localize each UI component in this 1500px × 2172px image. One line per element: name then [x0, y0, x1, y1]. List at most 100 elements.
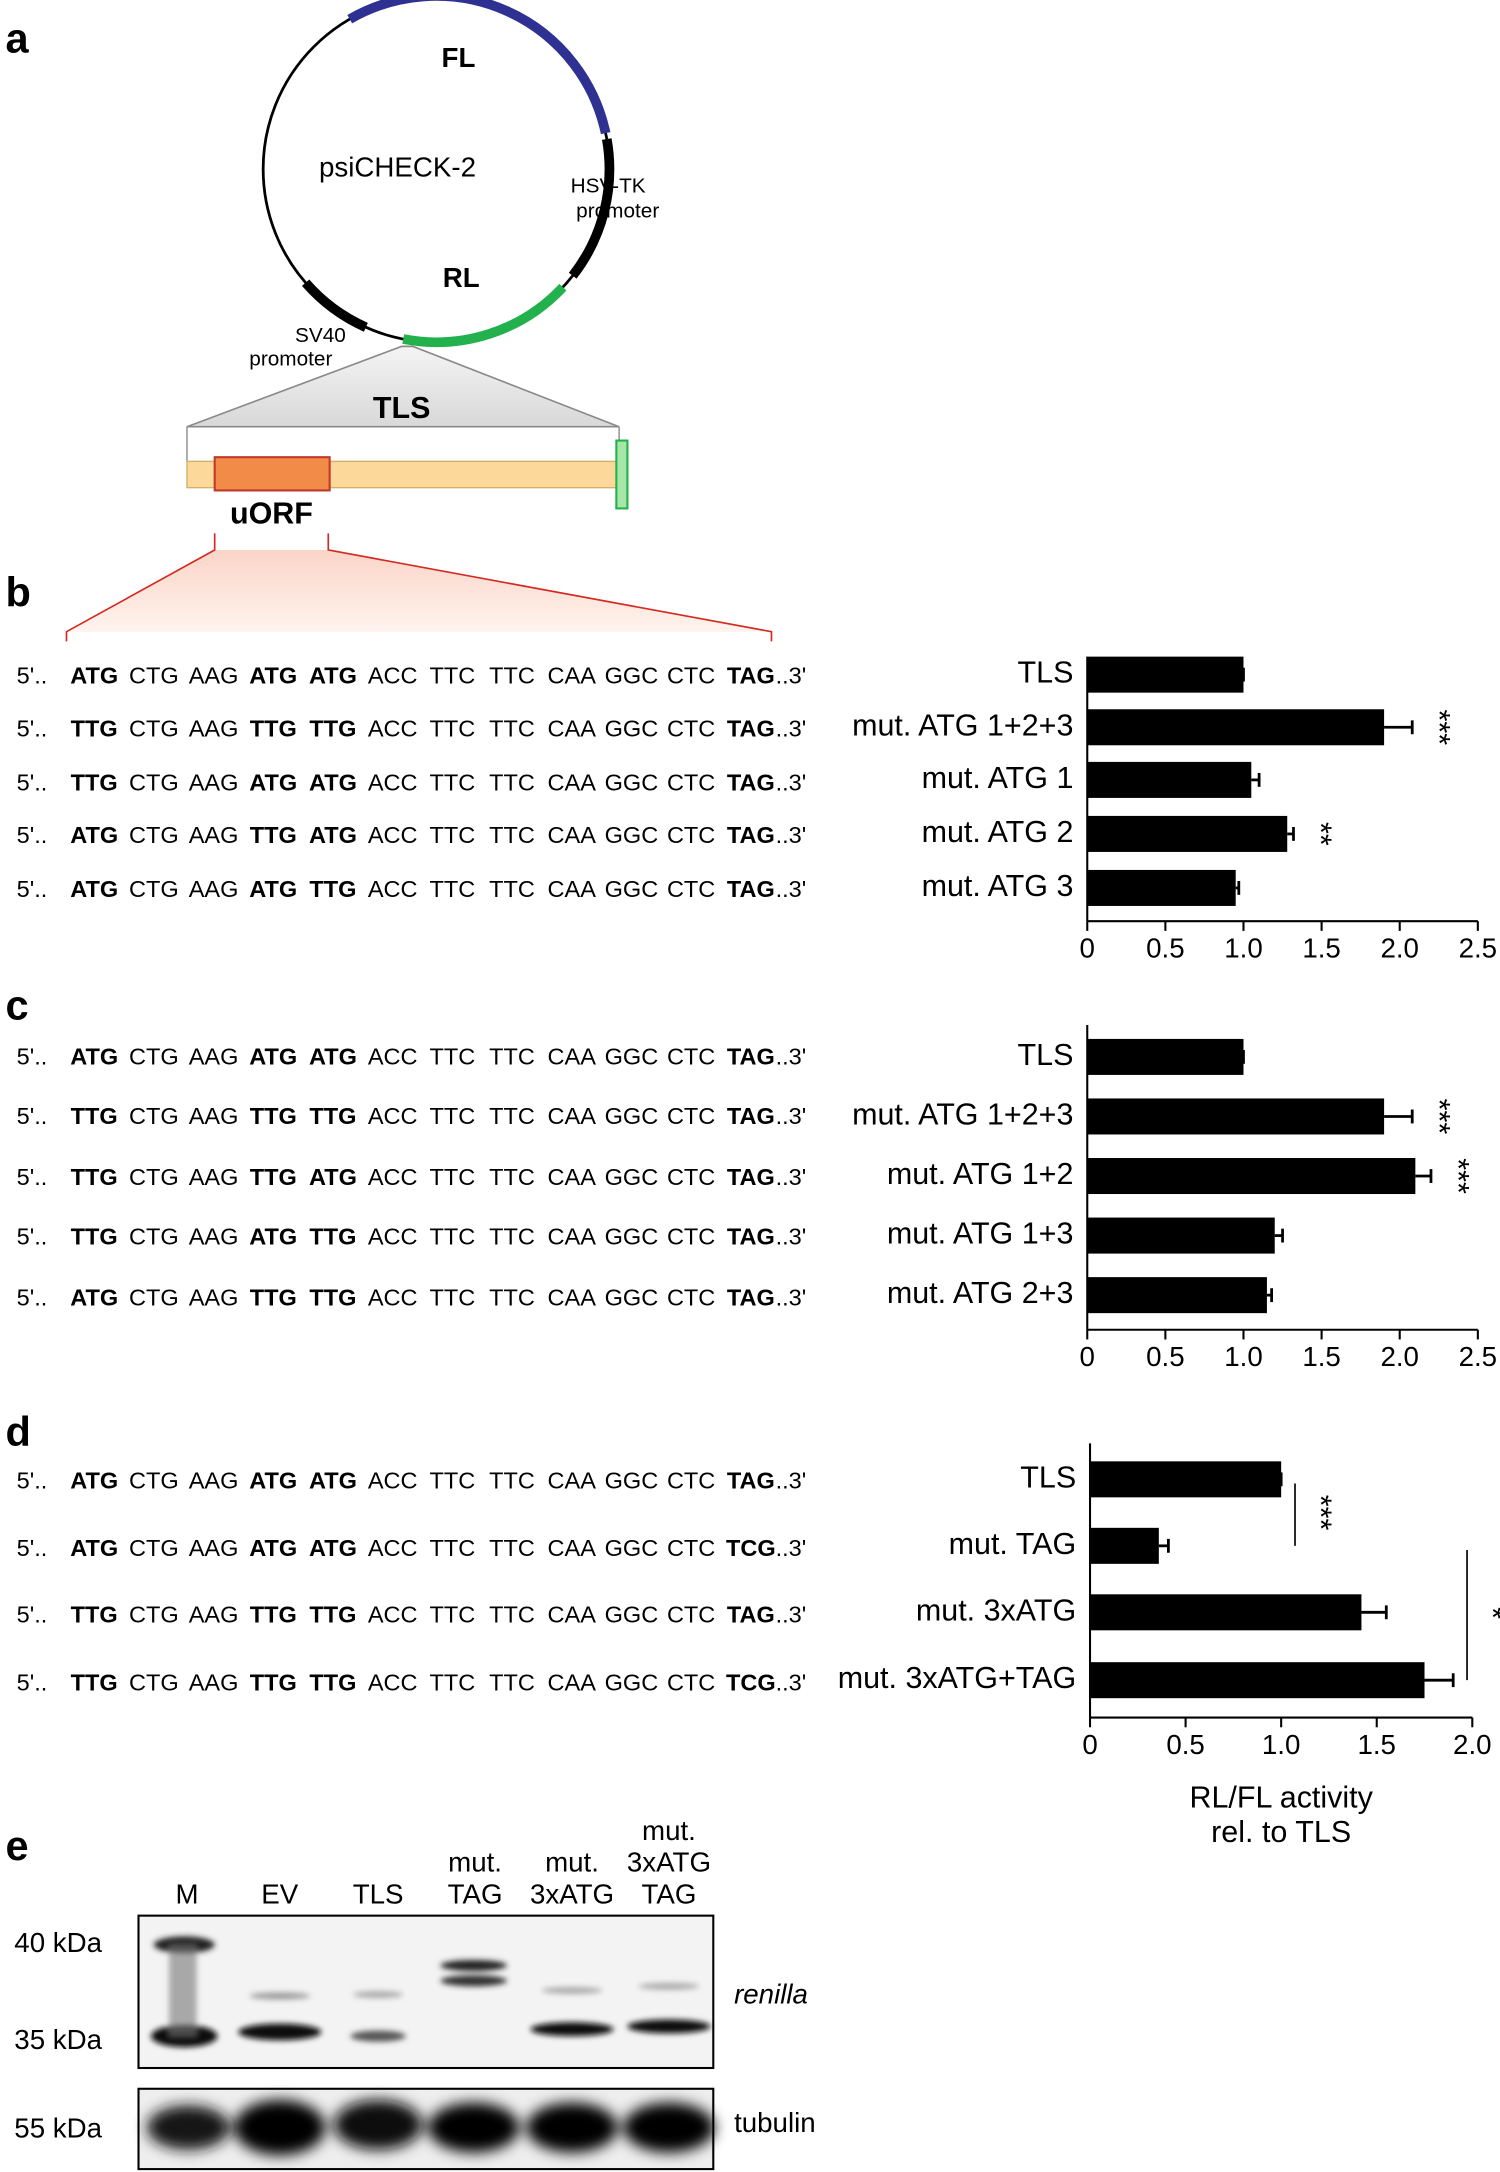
sequence-suffix: ..3' [776, 769, 807, 795]
x-tick-label: 0 [1080, 933, 1095, 964]
codon: TAG [727, 769, 775, 795]
codon: ATG [70, 663, 118, 689]
band [249, 1992, 311, 2000]
codon: TTG [71, 1164, 118, 1190]
significance: *** [1422, 1099, 1456, 1135]
codon: ATG [249, 1044, 297, 1070]
bar [1087, 1277, 1267, 1314]
band [541, 1986, 603, 1994]
codon: GGC [605, 1224, 659, 1250]
lane-label: M [175, 1879, 198, 1910]
error-bar [1424, 1673, 1455, 1688]
codon: TTG [250, 1103, 297, 1129]
codon: TTG [71, 1103, 118, 1129]
codon: CTC [667, 715, 715, 741]
codon: TTG [309, 1103, 356, 1129]
sequence-prefix: 5'.. [17, 876, 48, 902]
promoter-label: promoter [576, 200, 659, 223]
codon: TCG [726, 1670, 776, 1696]
codon: TTG [309, 1224, 356, 1250]
error-bar [1287, 826, 1295, 841]
codon: CTC [667, 769, 715, 795]
band [526, 2102, 618, 2153]
codon: AAG [189, 1670, 239, 1696]
bar [1090, 1594, 1362, 1631]
codon: TTC [489, 1164, 535, 1190]
codon: TTC [489, 1670, 535, 1696]
codon: CTG [129, 769, 179, 795]
codon: GGC [605, 1103, 659, 1129]
codon: TCG [726, 1535, 776, 1561]
codon: ATG [249, 1467, 297, 1493]
codon: ACC [368, 715, 418, 741]
lane-label: mut. [448, 1847, 502, 1878]
lane-label: mut. [545, 1847, 599, 1878]
error-bar [1361, 1605, 1388, 1620]
x-tick-label: 2.0 [1453, 1729, 1491, 1760]
lane-label: EV [261, 1879, 298, 1910]
bar [1090, 1662, 1425, 1699]
codon: CTC [667, 1044, 715, 1070]
rl-start [615, 439, 629, 510]
sequence-suffix: ..3' [776, 1164, 807, 1190]
codon: TAG [727, 1044, 775, 1070]
codon: GGC [605, 1670, 659, 1696]
codon: ACC [368, 1285, 418, 1311]
error-bar [1251, 772, 1261, 787]
codon: TTC [429, 663, 475, 689]
lane-label: mut. [642, 1815, 696, 1846]
codon: ATG [249, 1535, 297, 1561]
codon: GGC [605, 1164, 659, 1190]
fl-arc [347, 0, 611, 135]
sequence-prefix: 5'.. [17, 663, 48, 689]
bar [1090, 1527, 1159, 1564]
bar [1087, 656, 1244, 693]
x-tick-label: 0.5 [1146, 1341, 1185, 1372]
sequence-suffix: ..3' [776, 1602, 807, 1628]
x-tick-label: 1.0 [1224, 933, 1263, 964]
band [234, 2099, 326, 2156]
codon: TTC [429, 1164, 475, 1190]
error-bar [1266, 1288, 1273, 1303]
sequence-prefix: 5'.. [17, 1670, 48, 1696]
codon: TTC [429, 769, 475, 795]
codon: CTC [667, 663, 715, 689]
codon: ATG [70, 1535, 118, 1561]
sv40-arc [301, 279, 368, 332]
codon: ACC [368, 1164, 418, 1190]
codon: CAA [548, 1285, 597, 1311]
uorf-label: uORF [230, 496, 313, 530]
codon: CAA [548, 1224, 597, 1250]
codon: TAG [727, 1285, 775, 1311]
codon: TTG [71, 769, 118, 795]
panel-label: a [6, 15, 30, 62]
x-axis-label: RL/FL activity [1189, 1780, 1373, 1814]
category-label: mut. ATG 1 [922, 761, 1074, 795]
bar [1087, 761, 1252, 798]
x-tick-label: 1.0 [1224, 1341, 1263, 1372]
x-tick-label: 2.5 [1459, 1341, 1498, 1372]
marker-label: 35 kDa [14, 2024, 102, 2055]
sequence-suffix: ..3' [776, 876, 807, 902]
codon: AAG [189, 1044, 239, 1070]
codon: AAG [189, 876, 239, 902]
codon: TTC [429, 1044, 475, 1070]
hsv-tk-arc [568, 138, 615, 279]
x-tick-label: 2.0 [1380, 933, 1419, 964]
sequence-prefix: 5'.. [17, 1224, 48, 1250]
bar [1087, 815, 1288, 852]
significance: * [1476, 1607, 1500, 1619]
codon: TTC [489, 1535, 535, 1561]
codon: ATG [309, 1535, 357, 1561]
significance: *** [1304, 1495, 1338, 1531]
codon: TTG [250, 715, 297, 741]
promoter-label: promoter [249, 348, 332, 371]
codon: CTC [667, 1164, 715, 1190]
codon: GGC [605, 715, 659, 741]
codon: TTC [489, 769, 535, 795]
codon: TTG [250, 822, 297, 848]
codon: AAG [189, 663, 239, 689]
error-bar [1415, 1169, 1433, 1183]
codon: ACC [368, 663, 418, 689]
